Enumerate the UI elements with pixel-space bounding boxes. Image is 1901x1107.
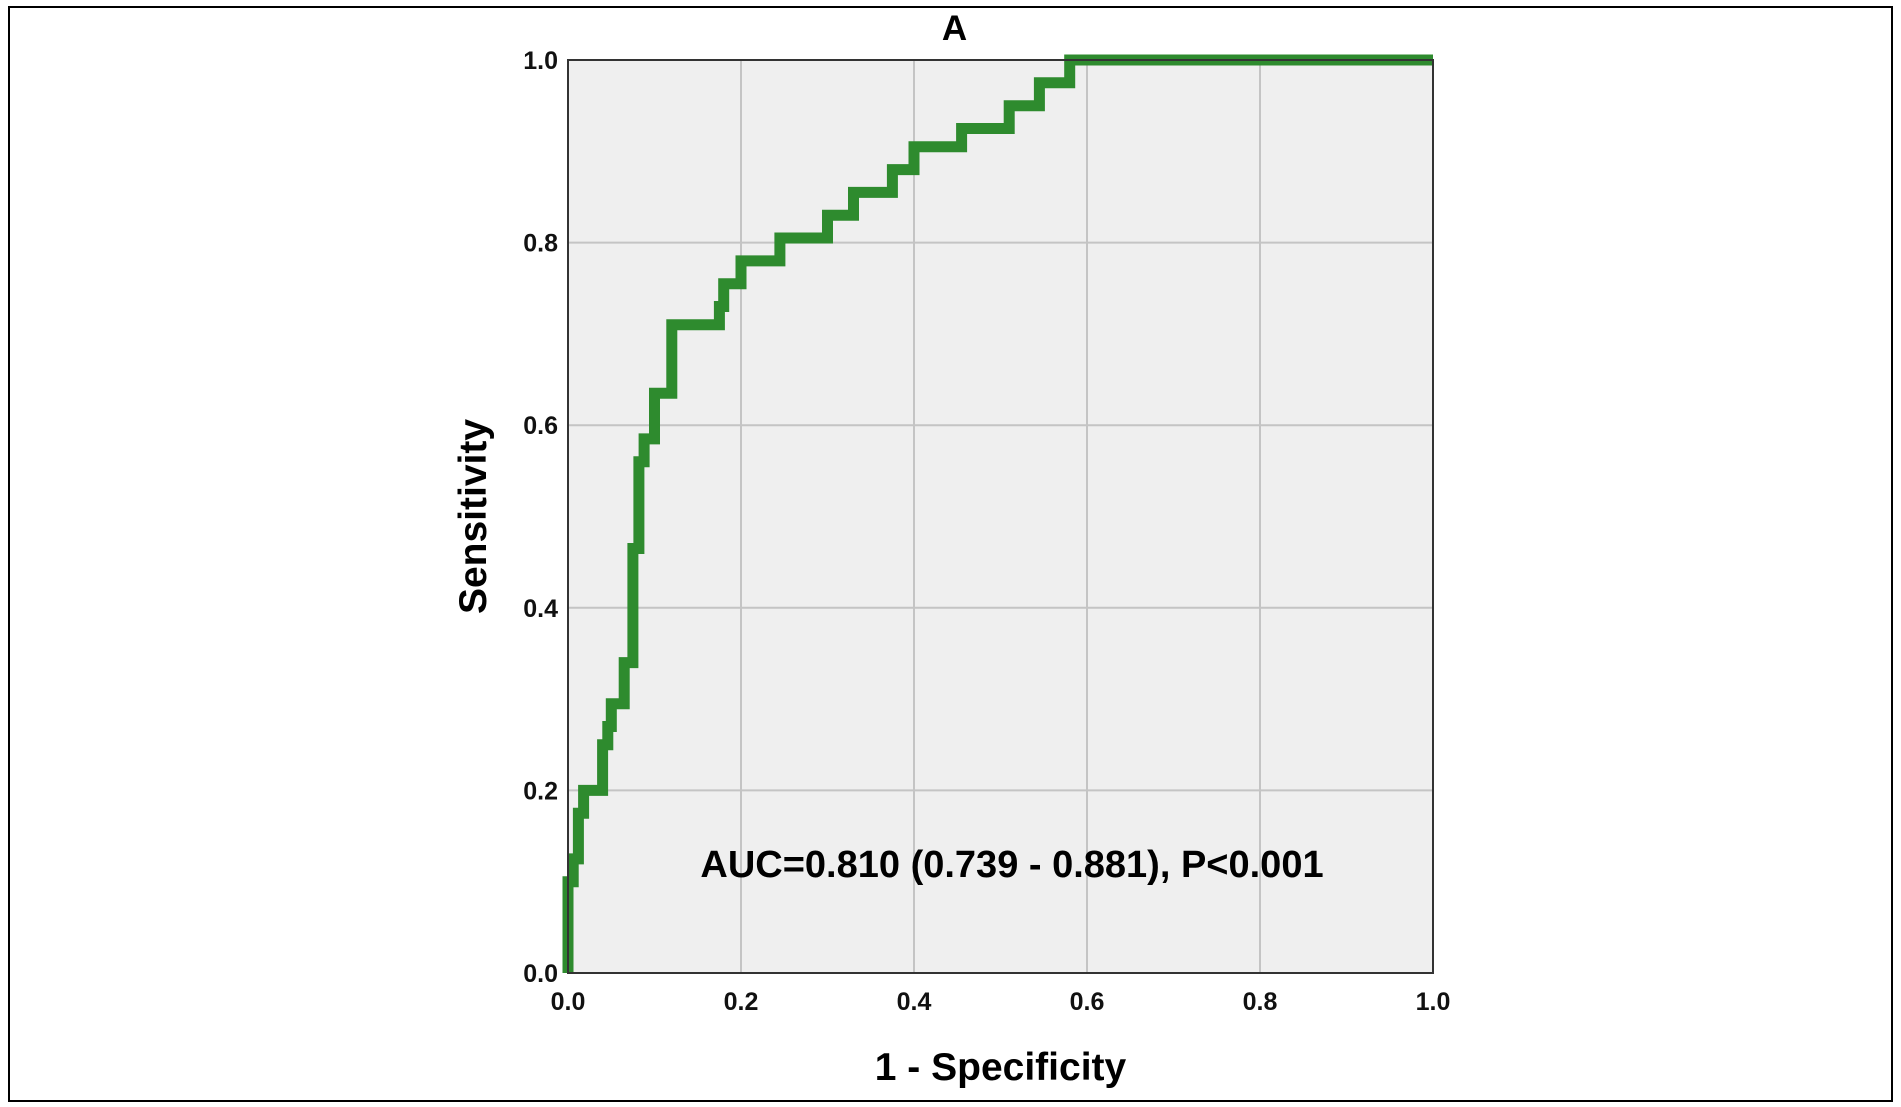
plot-area — [568, 60, 1433, 973]
x-tick-label: 0.0 — [551, 988, 586, 1016]
gridlines — [568, 60, 1433, 973]
plot-border — [567, 59, 1434, 974]
y-axis-ticks: 0.0 0.2 0.4 0.6 0.8 1.0 — [523, 47, 558, 988]
chart-title: A — [942, 9, 967, 48]
x-tick-label: 0.2 — [724, 988, 759, 1016]
x-tick-label: 1.0 — [1416, 988, 1451, 1016]
y-tick-label: 0.0 — [523, 960, 558, 988]
y-axis-title: Sensitivity — [452, 419, 495, 614]
x-tick-label: 0.4 — [897, 988, 932, 1016]
auc-annotation: AUC=0.810 (0.739 - 0.881), P<0.001 — [700, 844, 1323, 886]
y-tick-label: 0.2 — [523, 777, 558, 805]
x-tick-label: 0.6 — [1070, 988, 1105, 1016]
y-tick-label: 0.4 — [523, 595, 558, 623]
x-tick-label: 0.8 — [1243, 988, 1278, 1016]
y-tick-label: 0.6 — [523, 412, 558, 440]
roc-curve — [562, 54, 1433, 973]
y-tick-label: 0.8 — [523, 230, 558, 258]
x-axis-title: 1 - Specificity — [875, 1046, 1127, 1089]
y-tick-label: 1.0 — [523, 47, 558, 75]
x-axis-ticks: 0.0 0.2 0.4 0.6 0.8 1.0 — [551, 988, 1451, 1016]
